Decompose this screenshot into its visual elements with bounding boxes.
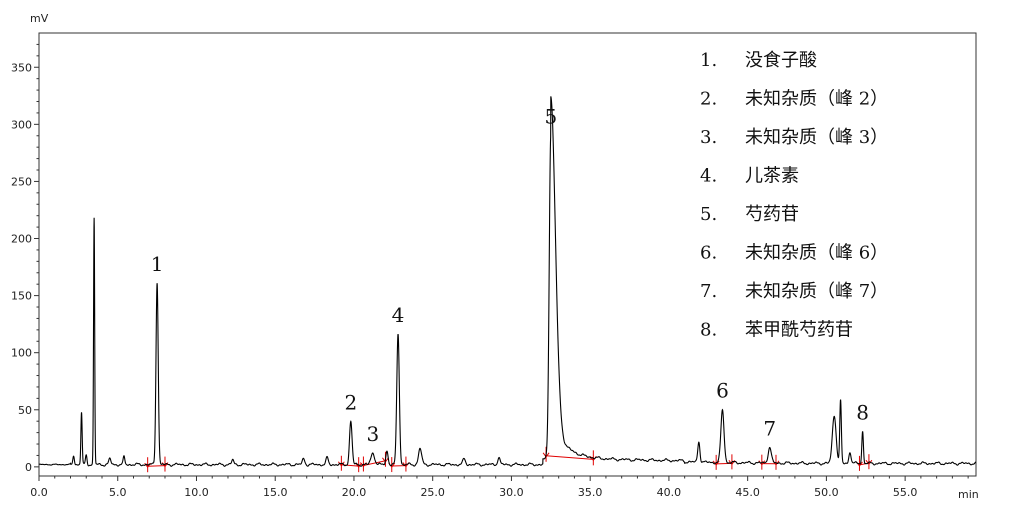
peak-label-4: 4 bbox=[392, 303, 405, 327]
legend-number: 5. bbox=[700, 204, 717, 225]
legend-number: 8. bbox=[700, 320, 717, 341]
legend: 1. 没食子酸 2. 未知杂质（峰 2） 3. 未知杂质（峰 3） 4. 儿茶素 5. 芍药苷 6.… bbox=[700, 50, 888, 341]
plot-frame bbox=[38, 32, 977, 477]
legend-number: 2. bbox=[700, 89, 717, 110]
peak-label-3: 3 bbox=[366, 422, 379, 446]
integration-marks bbox=[144, 446, 873, 473]
integration-marker-arrow bbox=[865, 459, 873, 466]
peak-label-1: 1 bbox=[151, 252, 164, 276]
integration-marker-arrow bbox=[355, 462, 363, 468]
legend-entry: 苯甲酰芍药苷 bbox=[745, 320, 853, 341]
peak-label-6: 6 bbox=[716, 379, 729, 403]
peak-label-2: 2 bbox=[344, 390, 357, 414]
x-tick-label: 55.0 bbox=[893, 486, 918, 499]
y-tick-label: 150 bbox=[11, 290, 32, 303]
x-tick-label: 50.0 bbox=[814, 486, 839, 499]
x-tick-label: 30.0 bbox=[499, 486, 524, 499]
legend-entry: 未知杂质（峰 2） bbox=[745, 89, 888, 110]
x-tick-label: 5.0 bbox=[109, 486, 127, 499]
legend-number: 1. bbox=[700, 50, 717, 71]
peak-label-8: 8 bbox=[856, 400, 869, 424]
legend-number: 7. bbox=[700, 281, 717, 302]
integration-baseline bbox=[546, 455, 594, 460]
integration-marker-arrow bbox=[712, 460, 720, 466]
legend-entry: 没食子酸 bbox=[745, 50, 817, 71]
y-tick-label: 300 bbox=[11, 118, 32, 131]
x-axis-unit: min bbox=[958, 488, 979, 501]
legend-number: 4. bbox=[700, 166, 717, 187]
legend-entry: 未知杂质（峰 6） bbox=[745, 243, 888, 264]
peak-label-7: 7 bbox=[763, 416, 776, 440]
integration-baseline bbox=[716, 462, 732, 465]
legend-entry: 未知杂质（峰 3） bbox=[745, 127, 888, 148]
x-tick-label: 45.0 bbox=[735, 486, 760, 499]
y-tick-label: 0 bbox=[25, 461, 32, 474]
x-tick-label: 35.0 bbox=[578, 486, 603, 499]
legend-number: 6. bbox=[700, 243, 717, 264]
integration-baseline bbox=[147, 465, 166, 467]
y-tick-label: 100 bbox=[11, 347, 32, 360]
y-tick-label: 200 bbox=[11, 233, 32, 246]
peak-label-5: 5 bbox=[544, 104, 557, 128]
x-tick-label: 0.0 bbox=[30, 486, 48, 499]
legend-number: 3. bbox=[700, 127, 717, 148]
y-tick-label: 250 bbox=[11, 175, 32, 188]
chromatogram-trace bbox=[38, 96, 977, 467]
x-tick-label: 25.0 bbox=[420, 486, 445, 499]
legend-entry: 未知杂质（峰 7） bbox=[745, 281, 888, 302]
integration-baseline bbox=[363, 460, 386, 466]
legend-entry: 儿茶素 bbox=[745, 166, 799, 187]
axes: 0 50 100 150 200 250 300 350 0.0 5.0 10.0 15.0 20.0 2… bbox=[11, 32, 977, 499]
x-tick-label: 10.0 bbox=[184, 486, 209, 499]
x-tick-label: 15.0 bbox=[263, 486, 288, 499]
legend-entry: 芍药苷 bbox=[745, 204, 799, 225]
x-tick-label: 20.0 bbox=[342, 486, 367, 499]
x-tick-label: 40.0 bbox=[657, 486, 682, 499]
y-axis-unit: mV bbox=[30, 12, 49, 25]
y-tick-label: 350 bbox=[11, 61, 32, 74]
y-tick-label: 50 bbox=[18, 404, 32, 417]
